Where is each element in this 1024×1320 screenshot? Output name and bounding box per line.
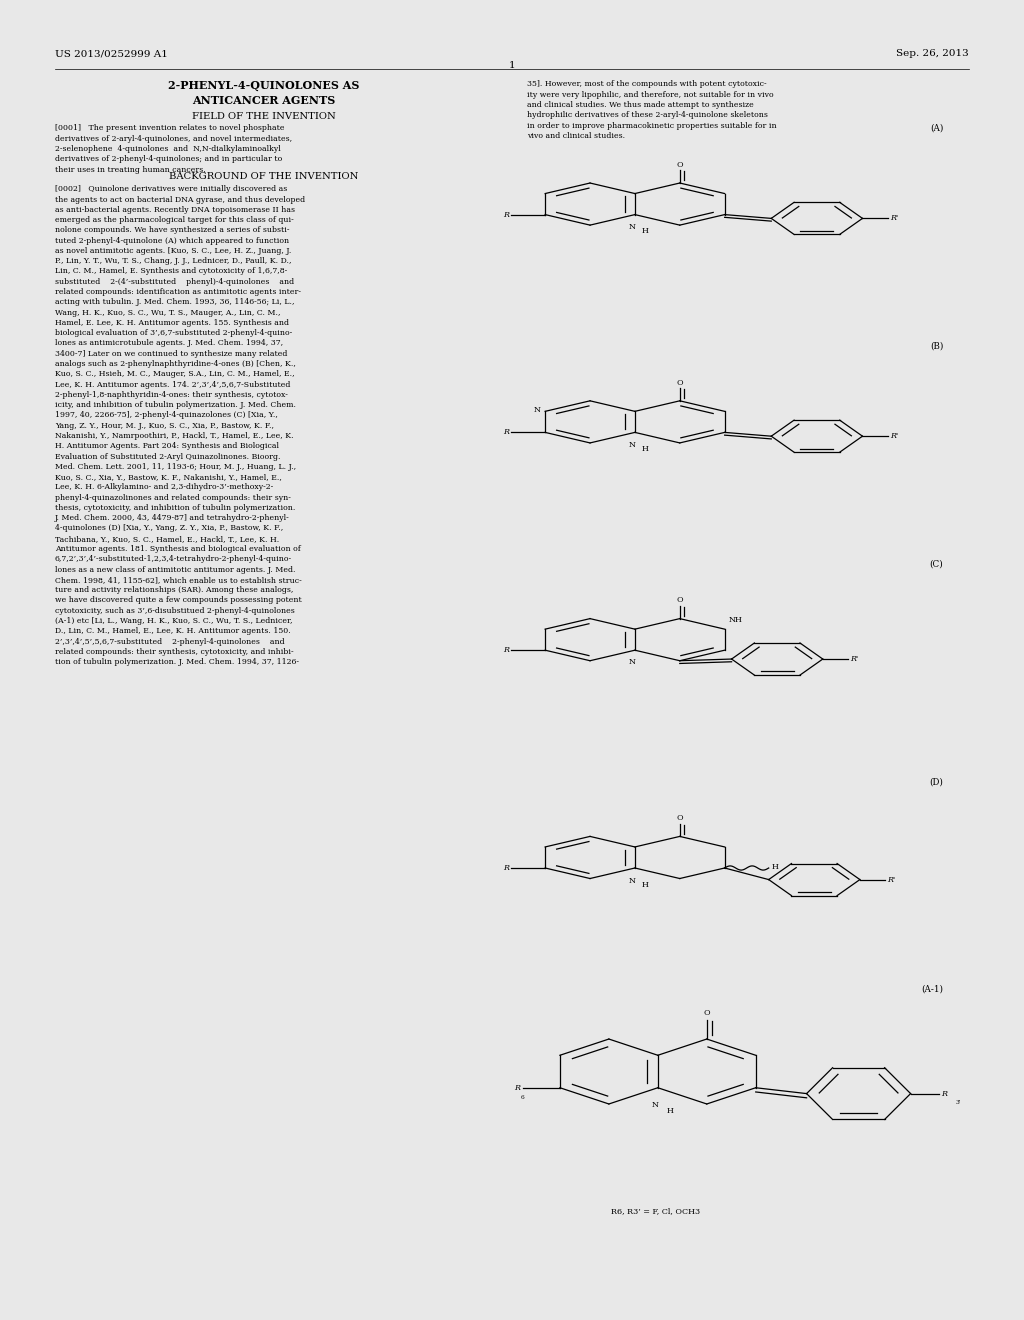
Text: R': R'	[887, 875, 896, 883]
Text: H: H	[771, 863, 778, 871]
Text: R: R	[941, 1089, 947, 1098]
Text: N: N	[651, 1101, 658, 1109]
Text: O: O	[677, 161, 683, 169]
Text: FIELD OF THE INVENTION: FIELD OF THE INVENTION	[193, 111, 336, 120]
Text: [0002]   Quinolone derivatives were initially discovered as
the agents to act on: [0002] Quinolone derivatives were initia…	[55, 185, 305, 667]
Text: N: N	[629, 876, 636, 884]
Text: [0001]   The present invention relates to novel phosphate
derivatives of 2-aryl-: [0001] The present invention relates to …	[55, 124, 292, 173]
Text: H: H	[642, 880, 648, 888]
Text: N: N	[629, 223, 636, 231]
Text: Sep. 26, 2013: Sep. 26, 2013	[896, 49, 969, 58]
Text: (D): (D)	[930, 777, 943, 787]
Text: 35]. However, most of the compounds with potent cytotoxic-
ity were very lipophi: 35]. However, most of the compounds with…	[526, 81, 776, 140]
Text: H: H	[667, 1106, 674, 1114]
Text: O: O	[677, 379, 683, 387]
Text: ANTICANCER AGENTS: ANTICANCER AGENTS	[193, 95, 336, 106]
Text: N: N	[629, 441, 636, 449]
Text: H: H	[642, 227, 648, 235]
Text: (B): (B)	[930, 342, 943, 351]
Text: NH: NH	[729, 616, 742, 624]
Text: N: N	[629, 659, 636, 667]
Text: R: R	[503, 647, 509, 655]
Text: (A): (A)	[930, 124, 943, 133]
Text: 6: 6	[521, 1094, 524, 1100]
Text: 3': 3'	[955, 1100, 961, 1105]
Text: R: R	[503, 429, 509, 437]
Text: R': R'	[890, 214, 898, 222]
Text: 2-PHENYL-4-QUINOLONES AS: 2-PHENYL-4-QUINOLONES AS	[168, 81, 359, 91]
Text: R6, R3’ = F, Cl, OCH3: R6, R3’ = F, Cl, OCH3	[611, 1206, 700, 1214]
Text: R': R'	[850, 655, 858, 663]
Text: R': R'	[890, 432, 898, 440]
Text: R: R	[503, 865, 509, 873]
Text: O: O	[677, 814, 683, 822]
Text: O: O	[703, 1008, 710, 1016]
Text: O: O	[677, 597, 683, 605]
Text: R: R	[514, 1084, 520, 1092]
Text: 1: 1	[509, 61, 515, 70]
Text: R: R	[503, 211, 509, 219]
Text: BACKGROUND OF THE INVENTION: BACKGROUND OF THE INVENTION	[169, 173, 358, 181]
Text: H: H	[642, 445, 648, 453]
Text: N: N	[534, 407, 541, 414]
Text: (A-1): (A-1)	[922, 985, 943, 994]
Text: (C): (C)	[930, 560, 943, 569]
Text: US 2013/0252999 A1: US 2013/0252999 A1	[55, 49, 168, 58]
